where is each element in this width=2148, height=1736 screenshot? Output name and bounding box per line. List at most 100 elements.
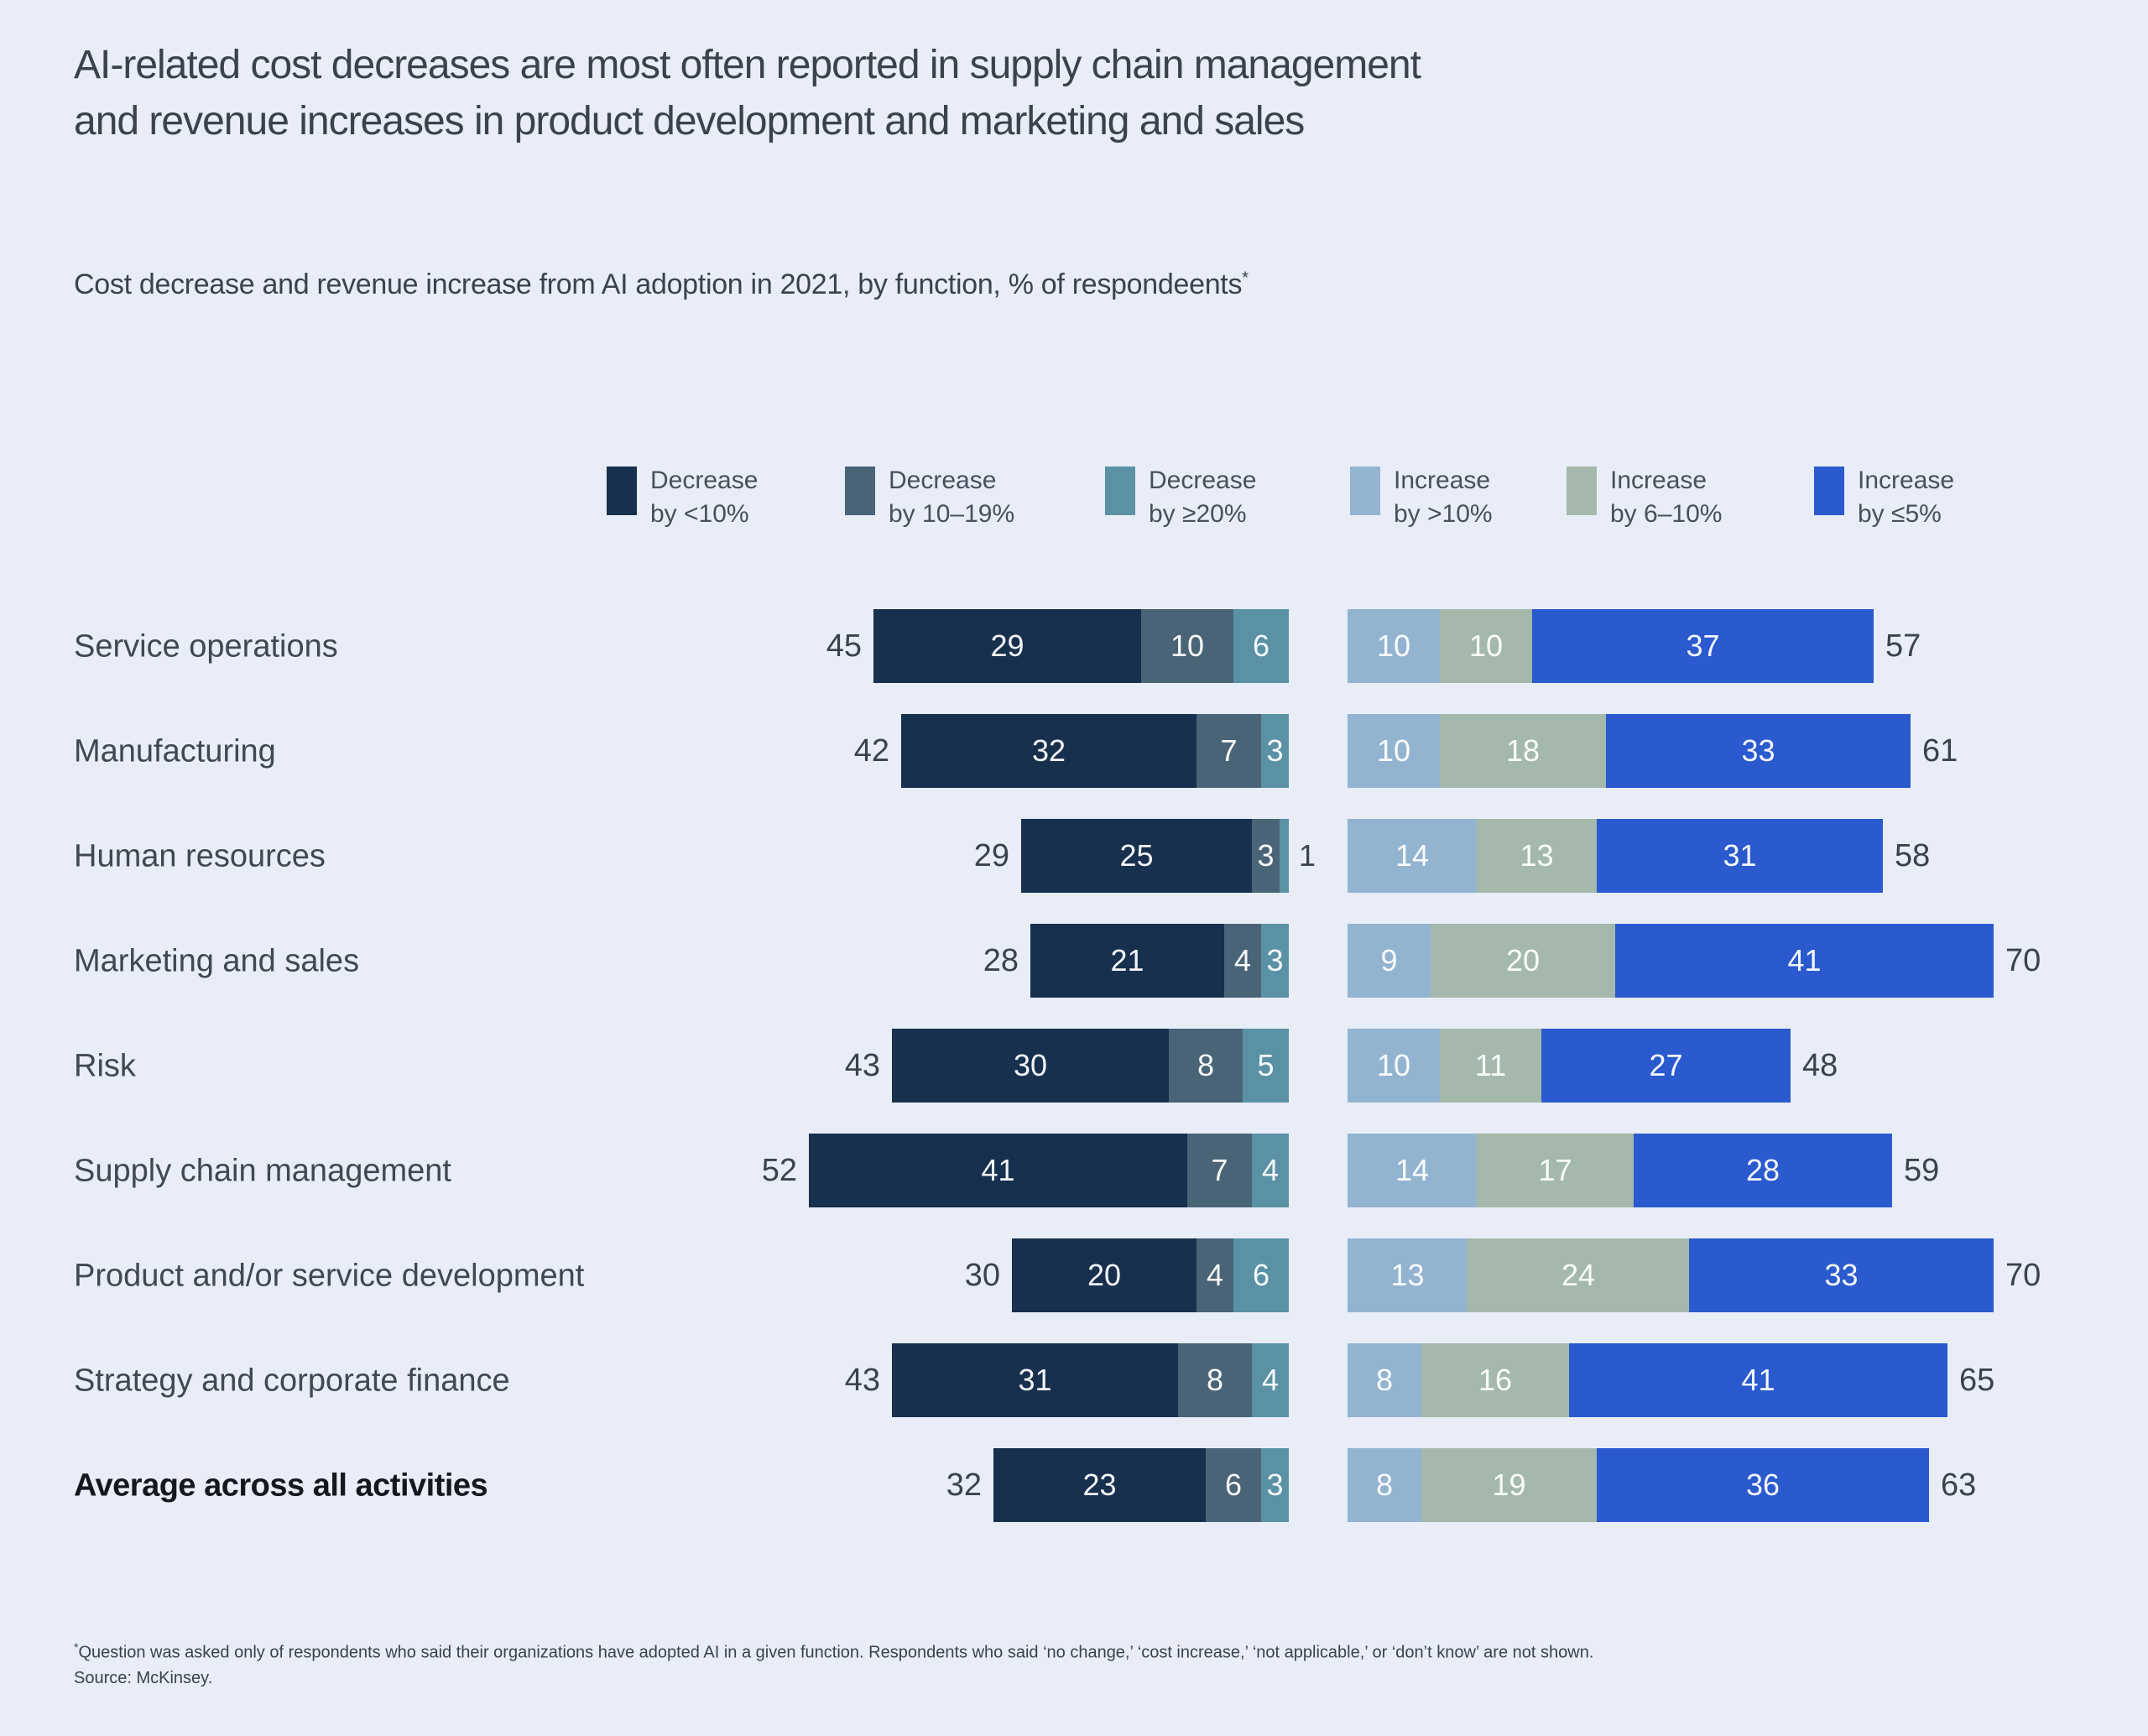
bar-row: Average across all activities 32 23 6 3 8 19 36… (0, 1433, 2148, 1538)
segment-value: 4 (1206, 1258, 1224, 1292)
bar-segment: 31 (892, 1343, 1178, 1417)
row-label: Strategy and corporate finance (74, 1363, 510, 1398)
bar-segment: 8 (1348, 1343, 1421, 1417)
bar-row: Marketing and sales 28 21 4 3 9 20 41 70 (0, 909, 2148, 1014)
segment-value: 5 (1257, 1048, 1275, 1082)
decrease-bar: 29 25 3 1 (973, 819, 1316, 893)
segment-value: 8 (1375, 1363, 1394, 1397)
segment-value: 3 (1266, 733, 1284, 768)
bar-row: Risk 43 30 8 5 10 11 27 48 (0, 1014, 2148, 1118)
chart-subtitle: Cost decrease and revenue increase from … (74, 268, 1249, 301)
segment-value: 31 (1723, 838, 1757, 873)
segment-value: 10 (1376, 733, 1411, 768)
increase-bar: 14 13 31 58 (1348, 819, 1930, 893)
increase-bar: 13 24 33 70 (1348, 1238, 2041, 1312)
bar-segment: 27 (1541, 1029, 1791, 1103)
decrease-bar: 45 29 10 6 (826, 609, 1289, 683)
legend-label: Decrease by ≥20% (1149, 464, 1256, 531)
legend-item: Increase by 6–10% (1567, 464, 1722, 531)
segment-value: 32 (1031, 733, 1066, 768)
segment-value: 6 (1252, 628, 1270, 663)
decrease-total: 43 (844, 1362, 880, 1398)
footnote-asterisk: * (74, 1640, 79, 1654)
bar-segment: 20 (1012, 1238, 1197, 1312)
segment-value: 14 (1395, 838, 1430, 873)
segment-value: 18 (1505, 733, 1541, 768)
bar-segment: 41 (809, 1134, 1187, 1207)
bar-segment: 6 (1206, 1448, 1261, 1522)
bar-segment: 33 (1606, 714, 1911, 788)
segment-value: 10 (1376, 628, 1411, 663)
legend-label-line2: by 6–10% (1610, 500, 1723, 528)
row-label: Average across all activities (74, 1468, 488, 1503)
row-label: Product and/or service development (74, 1258, 585, 1293)
increase-bar: 14 17 28 59 (1348, 1134, 1939, 1207)
bar-segment: 4 (1224, 924, 1261, 998)
decrease-bar: 30 20 4 6 (965, 1238, 1289, 1312)
segment-value-outside: 1 (1299, 838, 1316, 873)
decrease-total: 45 (826, 628, 862, 664)
bar-row: Service operations 45 29 10 6 10 10 37 57 (0, 594, 2148, 699)
segment-value: 27 (1649, 1048, 1683, 1082)
segment-value: 25 (1119, 838, 1154, 873)
bar-segment: 4 (1197, 1238, 1233, 1312)
segment-value: 19 (1492, 1468, 1526, 1502)
decrease-total: 28 (983, 942, 1019, 978)
bar-segment: 3 (1252, 819, 1280, 893)
segment-value: 36 (1745, 1468, 1780, 1502)
segment-value: 28 (1745, 1153, 1780, 1187)
bar-segment: 4 (1252, 1134, 1289, 1207)
bar-segment: 16 (1421, 1343, 1569, 1417)
legend-swatch (1567, 467, 1597, 515)
legend-label-line2: by <10% (650, 500, 749, 528)
increase-total: 58 (1895, 837, 1931, 873)
segment-value: 8 (1375, 1468, 1394, 1502)
increase-total: 63 (1941, 1467, 1977, 1503)
footnote: *Question was asked only of respondents … (74, 1634, 1593, 1691)
decrease-bar: 42 32 7 3 (854, 714, 1289, 788)
legend-label-line1: Decrease (650, 467, 759, 494)
bar-segment: 7 (1197, 714, 1261, 788)
legend-label: Increase by 6–10% (1610, 464, 1722, 531)
segment-value: 21 (1110, 943, 1144, 977)
segment-value: 3 (1266, 943, 1284, 977)
increase-total: 65 (1959, 1362, 1995, 1398)
bar-segment: 5 (1243, 1029, 1289, 1103)
bar-segment: 10 (1141, 609, 1233, 683)
bar-segment: 3 (1261, 924, 1289, 998)
segment-value: 13 (1390, 1258, 1425, 1292)
bar-segment: 3 (1261, 1448, 1289, 1522)
decrease-total: 29 (973, 837, 1009, 873)
bar-segment: 31 (1597, 819, 1883, 893)
segment-value: 29 (990, 628, 1024, 663)
segment-value: 37 (1686, 628, 1720, 663)
legend-label-line1: Increase (1610, 467, 1707, 494)
bar-segment: 10 (1348, 1029, 1440, 1103)
footnote-source: Source: McKinsey. (74, 1668, 213, 1687)
segment-value: 41 (981, 1153, 1015, 1187)
segment-value: 20 (1505, 943, 1541, 977)
bar-segment: 13 (1477, 819, 1597, 893)
segment-value: 11 (1474, 1048, 1507, 1082)
legend: Decrease by <10% Decrease by 10–19% Decrease… (0, 464, 2148, 556)
bar-segment: 1 (1280, 819, 1316, 893)
bar-segment: 29 (873, 609, 1141, 683)
bar-segment: 13 (1348, 1238, 1468, 1312)
segment-value: 23 (1082, 1468, 1117, 1502)
row-label: Human resources (74, 838, 326, 873)
bar-segment: 33 (1689, 1238, 1994, 1312)
legend-swatch (1350, 467, 1380, 515)
page-title: AI-related cost decreases are most often… (74, 37, 1421, 149)
segment-value: 16 (1478, 1363, 1513, 1397)
bar-segment: 36 (1597, 1448, 1929, 1522)
legend-item: Decrease by <10% (607, 464, 758, 531)
segment-value: 8 (1206, 1363, 1224, 1397)
legend-label: Increase by >10% (1394, 464, 1493, 531)
legend-item: Increase by >10% (1350, 464, 1493, 531)
increase-bar: 8 19 36 63 (1348, 1448, 1976, 1522)
increase-bar: 10 10 37 57 (1348, 609, 1921, 683)
bar-segment: 19 (1421, 1448, 1597, 1522)
legend-label-line1: Increase (1394, 467, 1491, 494)
legend-swatch (845, 467, 875, 515)
